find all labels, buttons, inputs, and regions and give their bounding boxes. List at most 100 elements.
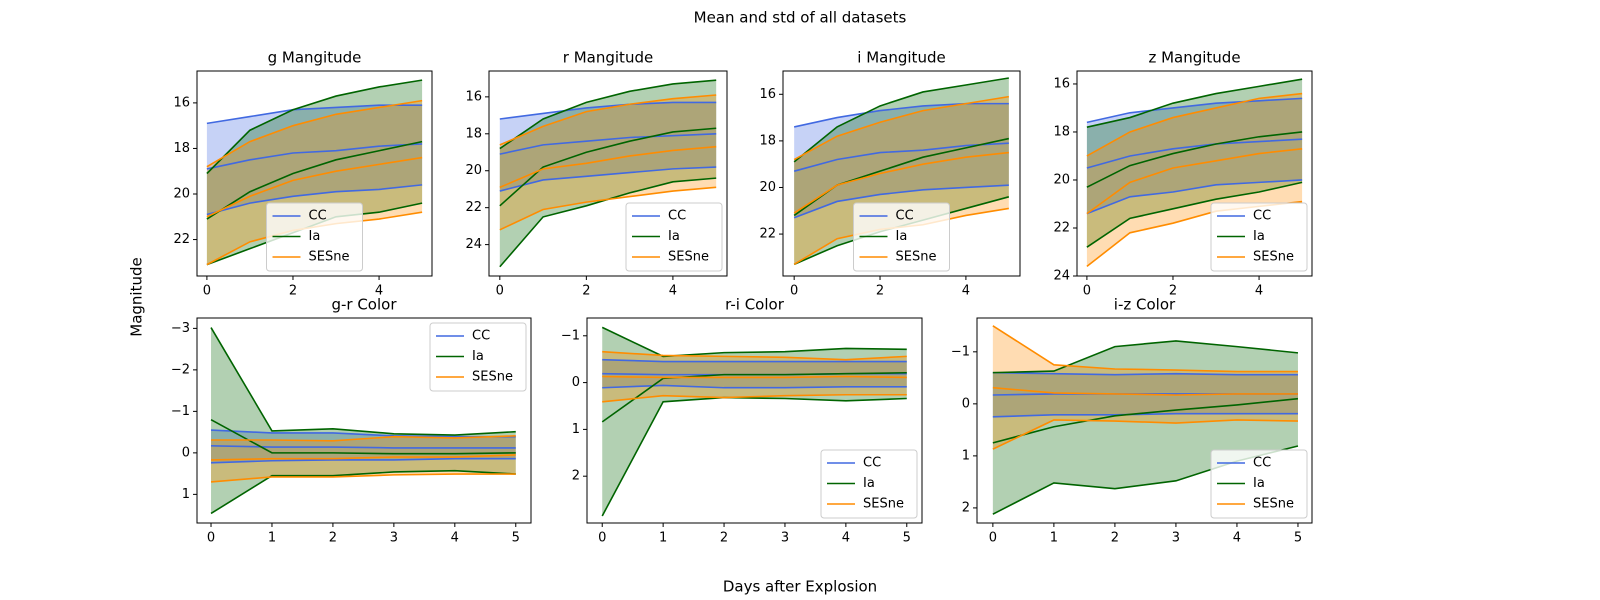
std-band — [499, 80, 717, 267]
mean-line — [992, 386, 1298, 396]
legend-label: Ia — [309, 229, 321, 244]
subplot: g-r Color 0 1 2 3 4 5 −3 −2 −1 0 1 CC Ia SESne — [171, 296, 532, 546]
std-line — [1086, 181, 1303, 248]
legend-box — [820, 449, 918, 519]
x-tick-label: 0 — [496, 284, 504, 299]
y-tick-label: 18 — [759, 133, 776, 148]
y-tick-label: 2 — [572, 469, 580, 484]
std-line — [499, 101, 717, 120]
y-tick-label: −2 — [171, 362, 190, 377]
subplot: i-z Color 0 1 2 3 4 5 −1 0 1 2 CC Ia SESne — [951, 296, 1313, 546]
x-tick-label: 2 — [1169, 284, 1177, 299]
std-line — [206, 79, 423, 175]
x-tick-label: 2 — [720, 531, 728, 546]
std-line — [499, 166, 717, 192]
legend-label: CC — [1253, 209, 1271, 224]
y-tick-label: −1 — [951, 344, 970, 359]
std-line — [601, 326, 907, 358]
x-tick-label: 4 — [842, 531, 850, 546]
mean-line — [793, 151, 1009, 214]
std-line — [210, 469, 516, 515]
legend-label: CC — [896, 209, 914, 224]
legend: CC Ia SESne — [1210, 202, 1308, 272]
x-tick-label: 5 — [512, 531, 520, 546]
legend-label: CC — [309, 209, 327, 224]
axes-frame — [782, 70, 1021, 277]
mean-line — [499, 145, 717, 189]
std-line — [210, 327, 516, 436]
std-band — [794, 77, 1009, 265]
std-band — [992, 340, 1298, 515]
x-tick-label: 1 — [659, 531, 667, 546]
std-line — [499, 94, 717, 146]
legend-label: CC — [863, 456, 881, 471]
y-tick-label: −1 — [561, 328, 580, 343]
y-tick-label: 22 — [1053, 220, 1070, 235]
x-tick-label: 3 — [390, 531, 398, 546]
y-tick-label: 1 — [962, 448, 970, 463]
std-band — [1086, 79, 1303, 248]
legend-label: Ia — [1253, 229, 1265, 244]
std-line — [1086, 92, 1303, 157]
subplot-title: i-z Color — [1114, 296, 1176, 314]
subplot: i Mangitude 0 2 4 16 18 20 22 CC Ia SESne — [759, 49, 1021, 299]
std-band — [1086, 93, 1303, 267]
y-tick-label: 1 — [572, 422, 580, 437]
x-tick-label: 2 — [582, 284, 590, 299]
y-tick-label: 16 — [173, 95, 190, 110]
std-line — [992, 412, 1298, 418]
mean-line — [992, 397, 1299, 444]
std-line — [602, 358, 907, 363]
x-tick-label: 0 — [790, 284, 798, 299]
std-band — [206, 100, 423, 265]
std-line — [602, 350, 907, 361]
axes-frame — [976, 317, 1313, 524]
std-line — [793, 184, 1009, 219]
legend-label: CC — [472, 329, 490, 344]
legend-label: SESne — [309, 250, 350, 265]
x-tick-label: 0 — [1083, 284, 1091, 299]
mean-line — [793, 142, 1009, 172]
legend-label: Ia — [896, 229, 908, 244]
x-tick-label: 2 — [329, 531, 337, 546]
legend-label: SESne — [896, 250, 937, 265]
legend: CC Ia SESne — [429, 322, 527, 392]
legend-label: SESne — [1253, 497, 1294, 512]
x-tick-label: 2 — [289, 284, 297, 299]
legend: CC Ia SESne — [625, 202, 723, 272]
y-tick-label: 22 — [759, 227, 776, 242]
std-line — [992, 419, 1298, 450]
y-tick-label: 20 — [173, 187, 190, 202]
legend-box — [625, 202, 723, 272]
y-tick-label: 22 — [465, 200, 482, 215]
x-tick-label: 4 — [669, 284, 677, 299]
legend: CC Ia SESne — [266, 202, 363, 272]
std-line — [992, 371, 1298, 376]
mean-line — [602, 375, 907, 379]
subplot: g Mangitude 0 2 4 16 18 20 22 CC Ia SESne — [173, 49, 433, 299]
y-tick-label: 16 — [759, 87, 776, 102]
y-tick-label: 18 — [173, 141, 190, 156]
std-line — [210, 429, 516, 438]
x-tick-label: 5 — [903, 531, 911, 546]
std-line — [601, 396, 907, 517]
legend: CC Ia SESne — [1210, 449, 1308, 519]
mean-line — [210, 418, 516, 455]
axes-frame — [488, 70, 728, 277]
std-band — [794, 96, 1009, 265]
x-axis-label: Days after Explosion — [723, 578, 877, 596]
std-line — [793, 77, 1009, 163]
x-tick-label: 5 — [1294, 531, 1302, 546]
subplot-title: r Mangitude — [563, 49, 653, 67]
x-tick-label: 1 — [268, 531, 276, 546]
y-tick-label: 22 — [173, 232, 190, 247]
std-band — [992, 325, 1298, 450]
legend-label: Ia — [472, 349, 484, 364]
std-band — [1086, 98, 1303, 214]
legend-box — [1210, 449, 1308, 519]
legend-label: SESne — [1253, 250, 1294, 265]
x-tick-label: 4 — [375, 284, 383, 299]
y-axis-label: Magnitude — [128, 257, 146, 336]
mean-line — [206, 143, 423, 170]
figure-title: Mean and std of all datasets — [694, 9, 907, 27]
